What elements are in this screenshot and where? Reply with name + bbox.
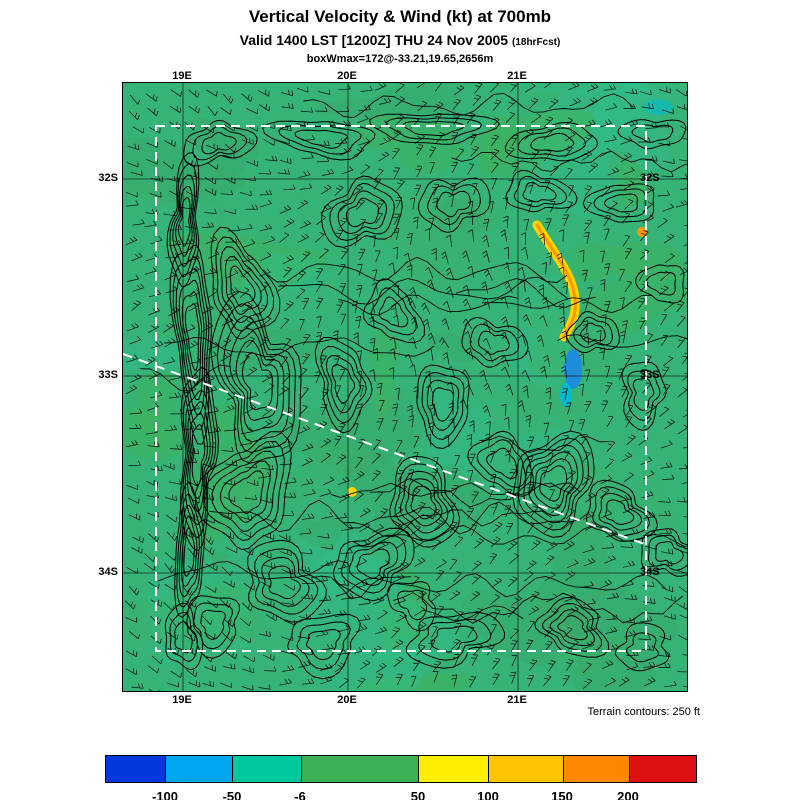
colorbar-tick-label: 200 [617, 789, 639, 800]
x-tick-bottom-19e: 19E [172, 694, 192, 706]
colorbar-segment [300, 756, 419, 782]
x-tick-top-21e: 21E [507, 70, 527, 82]
y-tick-left-32s: 32S [98, 172, 118, 184]
colorbar-segment [628, 756, 696, 782]
colorbar-tick-label: 50 [410, 789, 426, 800]
colorbar-tick-label: 150 [551, 789, 573, 800]
valid-time-text: Valid 1400 LST [1200Z] THU 24 Nov 2005 [239, 32, 509, 48]
y-tick-left-34s: 34S [98, 566, 118, 578]
colorbar-tick-label: 100 [477, 789, 499, 800]
colorbar-tick-label: -100 [151, 789, 179, 800]
colorbar-tick-label: -50 [222, 789, 242, 800]
y-tick-right-33s: 33S [640, 369, 660, 381]
colorbar [105, 755, 697, 783]
x-tick-top-19e: 19E [172, 70, 192, 82]
colorbar-segment [488, 756, 563, 782]
colorbar-segment [562, 756, 629, 782]
map-panel [122, 82, 688, 692]
colorbar-tick-label: -6 [294, 789, 306, 800]
chart-subtitle: Valid 1400 LST [1200Z] THU 24 Nov 2005 (… [0, 32, 800, 48]
map-canvas [123, 83, 687, 691]
x-tick-top-20e: 20E [337, 70, 357, 82]
terrain-contours-note: Terrain contours: 250 ft [587, 706, 700, 718]
forecast-hour-note: (18hrFcst) [512, 37, 561, 48]
colorbar-segment [232, 756, 301, 782]
colorbar-segment [106, 756, 166, 782]
chart-title: Vertical Velocity & Wind (kt) at 700mb [248, 7, 552, 26]
y-tick-left-33s: 33S [98, 369, 118, 381]
y-tick-right-32s: 32S [640, 172, 660, 184]
colorbar-labels: -100 -50 -6 50 100 150 200 [105, 789, 695, 800]
x-tick-bottom-21e: 21E [507, 694, 527, 706]
colorbar-segment [165, 756, 233, 782]
colorbar-segment [418, 756, 489, 782]
boxwmax-annotation: boxWmax=172@-33.21,19.65,2656m [306, 53, 494, 65]
y-tick-right-34s: 34S [640, 566, 660, 578]
x-tick-bottom-20e: 20E [337, 694, 357, 706]
